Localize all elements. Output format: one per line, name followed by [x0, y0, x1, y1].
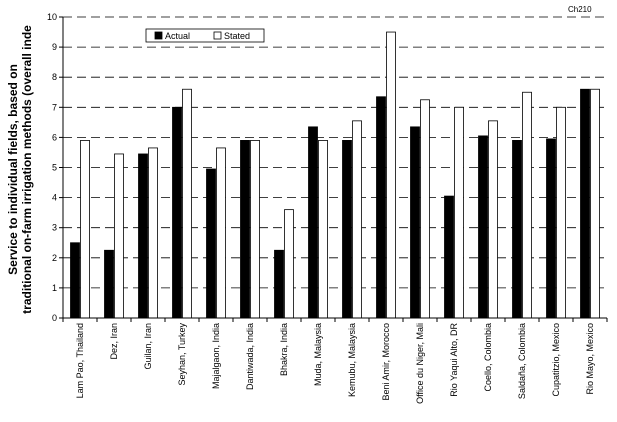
- bar-stated-bhakra-india: [284, 209, 294, 319]
- bar-stated-dantiwada-india: [250, 140, 260, 319]
- chart-code: Ch210: [568, 5, 592, 14]
- y-tick-label: 2: [52, 253, 57, 263]
- x-tick-label-seyhan-turkey: Seyhan, Turkey: [177, 323, 187, 386]
- bar-stated-office-du-niger-mali: [420, 99, 430, 319]
- bar-actual-kemubu-malaysia: [342, 140, 352, 319]
- bar-actual-coello-colombia: [478, 135, 488, 319]
- bar-actual-beni-amir-morocco: [376, 96, 386, 319]
- y-tick-label: 9: [52, 42, 57, 52]
- legend-swatch-stated: [213, 31, 222, 40]
- legend-box: [145, 28, 265, 43]
- x-tick-label-muda-malaysia: Muda, Malaysia: [313, 323, 323, 386]
- x-tick-label-saldana-colombia: Saldaña, Colombia: [517, 323, 527, 399]
- bar-actual-dantiwada-india: [240, 140, 250, 319]
- bar-stated-muda-malaysia: [318, 140, 328, 319]
- bar-actual-lam-pao-thailand: [70, 242, 80, 319]
- x-tick-label-kemubu-malaysia: Kemubu, Malaysia: [347, 323, 357, 397]
- bar-stated-seyhan-turkey: [182, 88, 192, 319]
- legend-label-actual: Actual: [165, 31, 190, 41]
- legend: Actual Stated: [145, 28, 265, 43]
- y-tick-label: 6: [52, 132, 57, 142]
- y-tick-label: 10: [47, 12, 57, 22]
- x-tick-label-lam-pao-thailand: Lam Pao, Thailand: [75, 323, 85, 398]
- bar-actual-saldana-colombia: [512, 140, 522, 319]
- bar-stated-beni-amir-morocco: [386, 31, 396, 319]
- x-tick-label-bhakra-india: Bhakra, India: [279, 323, 289, 376]
- bar-actual-office-du-niger-mali: [410, 126, 420, 319]
- y-axis-label-line-1: Service to individual fields, based on: [6, 64, 20, 275]
- bar-stated-rio-mayo-mexico: [590, 88, 600, 319]
- x-tick-label-cupatitzio-mexico: Cupatitzio, Mexico: [551, 323, 561, 397]
- bar-actual-cupatitzio-mexico: [546, 138, 556, 319]
- bar-stated-kemubu-malaysia: [352, 120, 362, 319]
- bar-stated-lam-pao-thailand: [80, 140, 90, 319]
- x-tick-label-rio-yaqui-alto-dr: Rio Yaqui Alto, DR: [449, 323, 459, 397]
- legend-label-stated: Stated: [224, 31, 250, 41]
- y-tick-label: 0: [52, 313, 57, 323]
- bar-actual-rio-yaqui-alto-dr: [444, 195, 454, 319]
- bar-actual-seyhan-turkey: [172, 106, 182, 319]
- x-tick-label-office-du-niger-mali: Office du Niger, Mali: [415, 323, 425, 404]
- y-axis-label-line-2: traditional on-farm irrigation methods (…: [20, 25, 34, 314]
- bar-actual-guilan-iran: [138, 153, 148, 319]
- x-tick-label-rio-mayo-mexico: Rio Mayo, Mexico: [585, 323, 595, 395]
- y-tick-label: 8: [52, 72, 57, 82]
- y-axis-ticks: 0 1 2 3 4 5 6 7 8 9 10: [47, 12, 63, 323]
- bar-stated-rio-yaqui-alto-dr: [454, 106, 464, 319]
- x-tick-label-guilan-iran: Guilan, Iran: [143, 323, 153, 370]
- x-tick-label-coello-colombia: Coello, Colombia: [483, 323, 493, 392]
- bar-stated-guilan-iran: [148, 147, 158, 319]
- y-tick-label: 3: [52, 223, 57, 233]
- bar-actual-rio-mayo-mexico: [580, 88, 590, 319]
- y-tick-label: 1: [52, 283, 57, 293]
- y-tick-label: 5: [52, 163, 57, 173]
- bar-actual-bhakra-india: [274, 249, 284, 319]
- bar-actual-majalgaon-india: [206, 168, 216, 319]
- y-tick-label: 4: [52, 193, 57, 203]
- bar-actual-dez-iran: [104, 249, 114, 319]
- bar-actual-muda-malaysia: [308, 126, 318, 319]
- x-tick-label-beni-amir-morocco: Beni Amir, Morocco: [381, 323, 391, 401]
- bars: [70, 31, 600, 319]
- bar-stated-saldana-colombia: [522, 91, 532, 319]
- x-axis-ticks: Lam Pao, Thailand Dez, Iran Guilan, Iran Se…: [62, 318, 608, 404]
- y-tick-label: 7: [52, 102, 57, 112]
- bar-stated-dez-iran: [114, 153, 124, 319]
- bar-stated-cupatitzio-mexico: [556, 106, 566, 319]
- x-tick-label-dez-iran: Dez, Iran: [109, 323, 119, 360]
- legend-swatch-actual: [154, 31, 163, 40]
- x-tick-label-majalgaon-india: Majalgaon, India: [211, 323, 221, 389]
- x-tick-label-dantiwada-india: Dantiwada, India: [245, 323, 255, 390]
- bar-stated-coello-colombia: [488, 120, 498, 319]
- y-axis-label: Service to individual fields, based on t…: [6, 25, 34, 314]
- axes: [62, 17, 607, 319]
- bar-stated-majalgaon-india: [216, 147, 226, 319]
